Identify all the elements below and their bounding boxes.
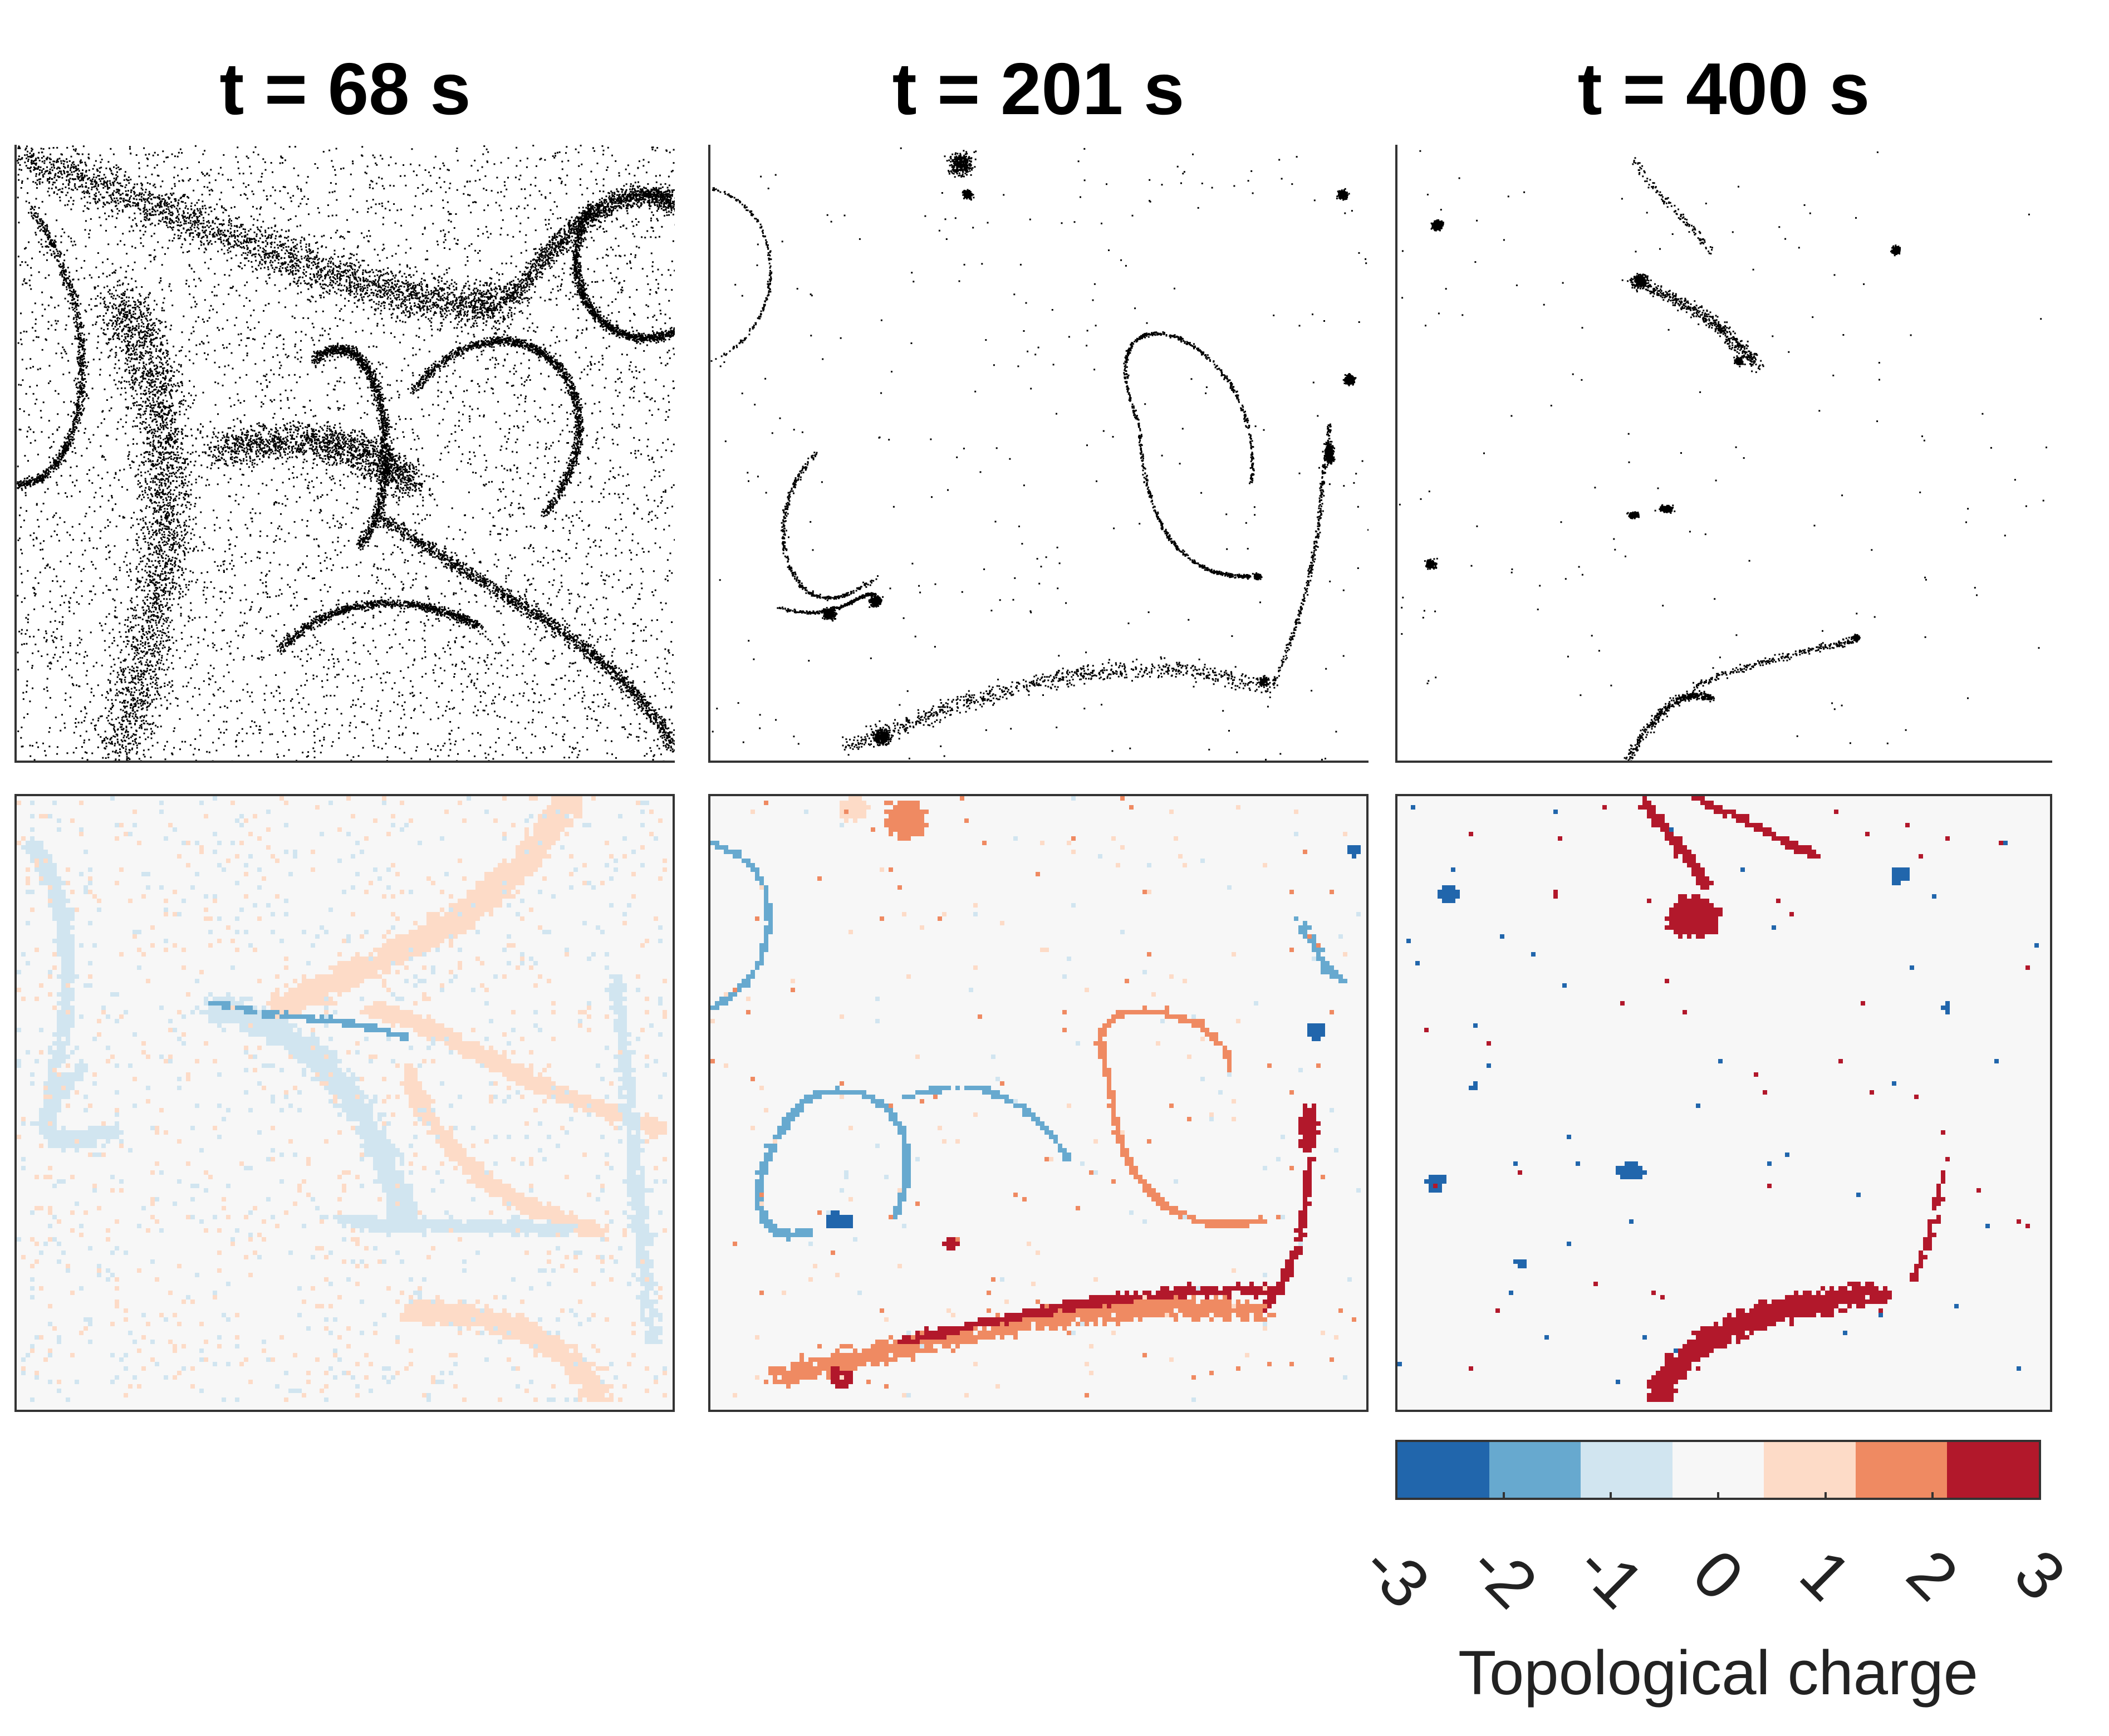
panel-title-3: t = 400 s <box>1577 48 1870 130</box>
colorbar-tick-mark <box>1610 1492 1612 1500</box>
charge-cells <box>710 796 1361 1402</box>
panel-title-1: t = 68 s <box>219 48 471 130</box>
particle-points <box>1399 150 2047 761</box>
colorbar-tick-label: 3 <box>2000 1536 2079 1615</box>
colorbar-tick-mark <box>1502 1492 1505 1500</box>
particle-scatter-panel-1 <box>14 145 675 763</box>
charge-level--2-cells <box>208 1001 409 1041</box>
colorbar-tick-label: -3 <box>1348 1527 1444 1623</box>
particle-scatter-panel-3 <box>1395 145 2052 763</box>
colorbar-tick-mark <box>1931 1492 1934 1500</box>
colorbar-tick-label: -2 <box>1456 1527 1551 1623</box>
colorbar-segment-5 <box>1855 1442 1948 1498</box>
particle-scatter-panel-2 <box>708 145 1369 763</box>
colorbar-tick-label: 2 <box>1893 1536 1973 1615</box>
colorbar-tick-label: 0 <box>1679 1536 1758 1615</box>
charge-heatmap-panel-2 <box>708 794 1369 1412</box>
colorbar-tick-mark <box>1824 1492 1827 1500</box>
charge-cells <box>17 796 667 1402</box>
charge-level--1-cells <box>17 796 667 1402</box>
charge-level--2-cells <box>710 841 1347 1242</box>
colorbar-segment-6 <box>1947 1442 2039 1498</box>
panel-title-2: t = 201 s <box>892 48 1185 130</box>
colorbar-tick-mark <box>1717 1492 1719 1500</box>
particle-points <box>17 145 675 761</box>
charge-heatmap-panel-3 <box>1395 794 2052 1412</box>
colorbar-tick-label: -1 <box>1563 1527 1659 1623</box>
colorbar-segment-1 <box>1489 1442 1581 1498</box>
particle-cloud <box>17 145 675 761</box>
colorbar-label: Topological charge <box>1458 1638 1978 1708</box>
charge-heatmap-panel-1 <box>14 794 675 1412</box>
charge-level-1-cells <box>17 796 667 1402</box>
charge-cells <box>1397 796 2039 1402</box>
colorbar-segment-4 <box>1764 1442 1856 1498</box>
particle-cloud <box>1399 150 2047 761</box>
particle-cloud <box>710 147 1369 761</box>
charge-level-3-cells <box>1424 796 2030 1402</box>
colorbar <box>1395 1440 2041 1500</box>
colorbar-segment-2 <box>1581 1442 1673 1498</box>
particle-points <box>710 147 1369 761</box>
colorbar-segment-0 <box>1397 1442 1489 1498</box>
colorbar-segment-3 <box>1672 1442 1764 1498</box>
charge-level--3-cells <box>1397 805 2039 1384</box>
colorbar-tick-label: 1 <box>1786 1536 1865 1615</box>
